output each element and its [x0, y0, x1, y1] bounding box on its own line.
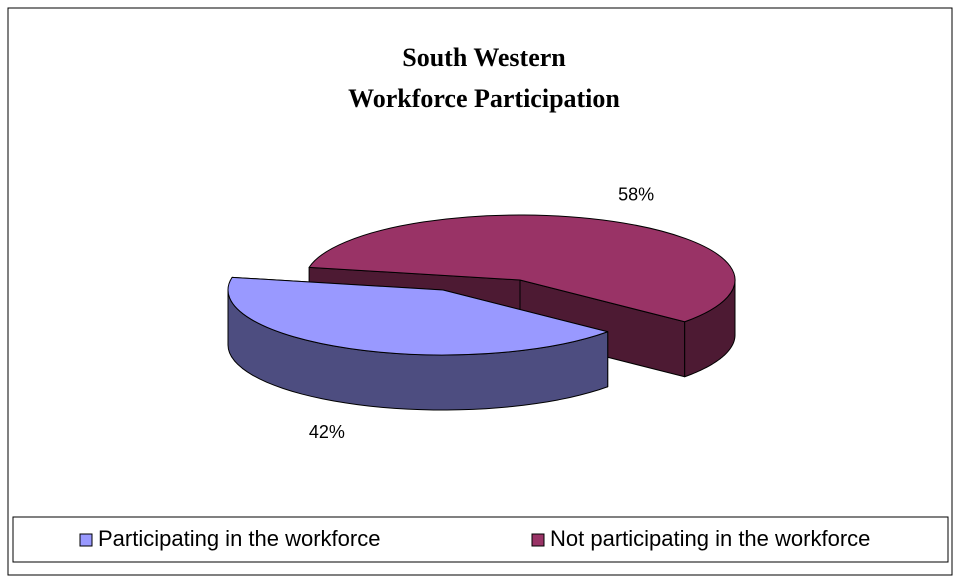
legend-swatch: [531, 533, 545, 547]
legend-label: Participating in the workforce: [98, 526, 380, 551]
legend-box: [12, 516, 949, 563]
slice-top: [227, 276, 609, 356]
data-label: 58%: [618, 185, 654, 205]
chart-title: South Western: [402, 43, 566, 72]
data-label: 42%: [309, 422, 345, 442]
chart-title: Workforce Participation: [348, 84, 620, 113]
legend-swatch: [79, 533, 93, 547]
legend-label: Not participating in the workforce: [550, 526, 870, 551]
slice-top: [308, 214, 736, 323]
